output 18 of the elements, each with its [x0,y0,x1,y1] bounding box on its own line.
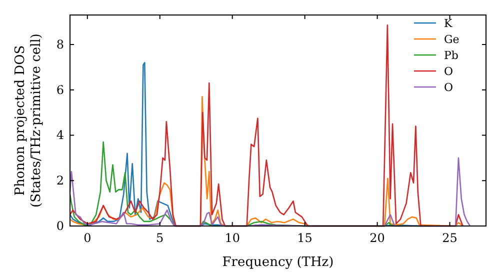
y-tick-label: 6 [56,82,64,97]
x-tick-label: 25 [442,231,458,245]
legend-label: Ge [444,33,460,46]
legend-label: O [444,65,454,78]
x-tick-label: 10 [224,231,240,245]
x-axis-title: Frequency (THz) [222,255,334,270]
y-tick-label: 8 [56,37,64,52]
x-tick-label: 0 [84,231,92,245]
x-tick-label: 15 [297,231,312,245]
y-tick-label: 4 [56,128,64,142]
y-axis-title: Phonon projected DOS (States/THz·primitive cell) [13,33,44,208]
y-tick-label: 0 [56,219,64,233]
legend-label: K [444,17,453,30]
x-tick-label: 5 [156,231,164,245]
legend-label: O [444,81,454,94]
legend-label: Pb [444,49,458,62]
y-tick-label: 2 [56,174,64,188]
x-tick-label: 20 [370,231,385,245]
